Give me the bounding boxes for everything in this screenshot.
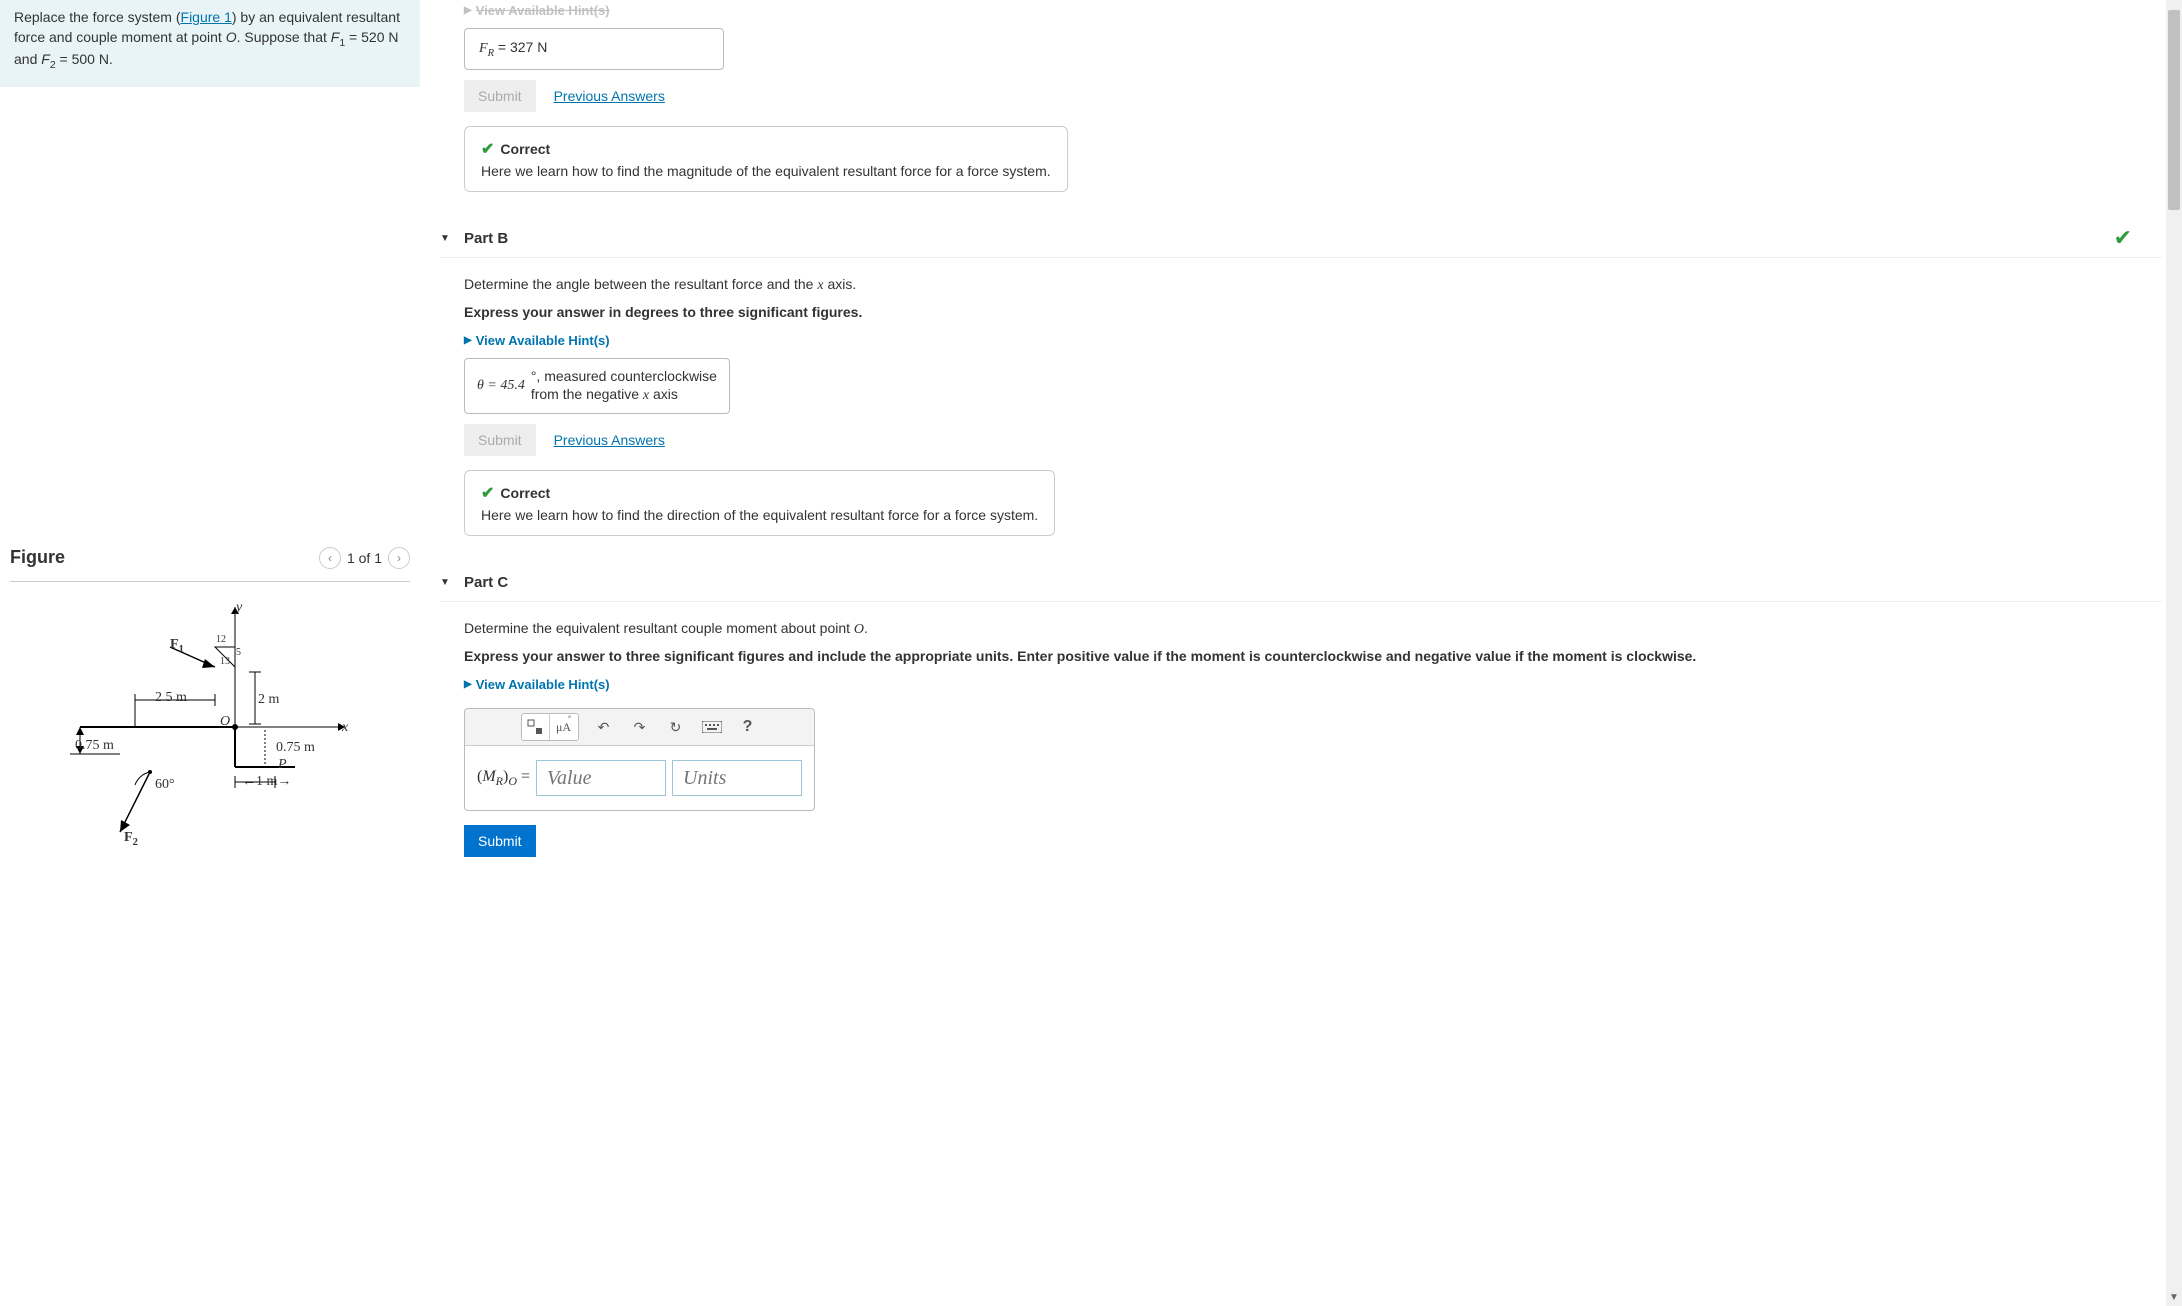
figure-prev-button[interactable]: ‹ xyxy=(319,547,341,569)
parta-previous-answers-link[interactable]: Previous Answers xyxy=(554,88,665,104)
partb-hints-link[interactable]: View Available Hint(s) xyxy=(464,333,610,348)
partb-previous-answers-link[interactable]: Previous Answers xyxy=(554,432,665,448)
partb-feedback: ✔Correct Here we learn how to find the d… xyxy=(464,470,1055,536)
figure-counter: 1 of 1 xyxy=(347,550,382,566)
partc-units-input[interactable] xyxy=(672,760,802,796)
problem-statement: Replace the force system (Figure 1) by a… xyxy=(0,0,420,87)
partc-submit-button[interactable]: Submit xyxy=(464,825,536,857)
partc-variable-label: (MR)O = xyxy=(477,768,530,789)
partc-collapse-toggle[interactable]: ▼ xyxy=(440,577,454,588)
parta-feedback: ✔Correct Here we learn how to find the m… xyxy=(464,126,1068,192)
partb-instruction: Express your answer in degrees to three … xyxy=(464,304,2162,320)
reset-icon[interactable]: ↻ xyxy=(665,716,687,738)
partc-answer-widget: μA° ↶ ↷ ↻ ? (MR)O = xyxy=(464,708,815,811)
keyboard-icon[interactable] xyxy=(701,716,723,738)
undo-icon[interactable]: ↶ xyxy=(593,716,615,738)
check-icon: ✔ xyxy=(481,483,494,503)
partb-collapse-toggle[interactable]: ▼ xyxy=(440,233,454,244)
subscript-tool-icon[interactable]: μA° xyxy=(550,714,578,740)
parta-submit-button: Submit xyxy=(464,80,536,112)
figure-diagram: y x F1 12 5 13 2.5 m 2 m 0.75 m 0.75 m 6… xyxy=(20,592,400,852)
partb-question: Determine the angle between the resultan… xyxy=(464,276,2162,294)
partc-hints-link[interactable]: View Available Hint(s) xyxy=(464,677,610,692)
figure-viewport[interactable]: y x F1 12 5 13 2.5 m 2 m 0.75 m 0.75 m 6… xyxy=(10,592,410,852)
check-icon: ✔ xyxy=(481,139,494,159)
template-tool-icon[interactable] xyxy=(522,714,550,740)
parta-answer: FR = 327 N xyxy=(464,28,724,70)
redo-icon[interactable]: ↷ xyxy=(629,716,651,738)
parta-hints-link[interactable]: View Available Hint(s) xyxy=(464,3,610,18)
partc-title: Part C xyxy=(464,574,508,591)
figure-link[interactable]: Figure 1 xyxy=(181,9,232,25)
figure-next-button[interactable]: › xyxy=(388,547,410,569)
partb-answer: θ = 45.4 °, measured counterclockwisefro… xyxy=(464,358,730,414)
figure-title: Figure xyxy=(10,547,65,568)
partc-instruction: Express your answer to three significant… xyxy=(464,648,2162,664)
problem-text: Replace the force system ( xyxy=(14,9,181,25)
partb-check-icon: ✔ xyxy=(2114,225,2132,251)
partc-value-input[interactable] xyxy=(536,760,666,796)
partc-question: Determine the equivalent resultant coupl… xyxy=(464,620,2162,638)
help-icon[interactable]: ? xyxy=(737,716,759,738)
page-scrollbar[interactable]: ▼ xyxy=(2166,0,2182,1306)
partb-submit-button: Submit xyxy=(464,424,536,456)
partb-title: Part B xyxy=(464,230,508,247)
